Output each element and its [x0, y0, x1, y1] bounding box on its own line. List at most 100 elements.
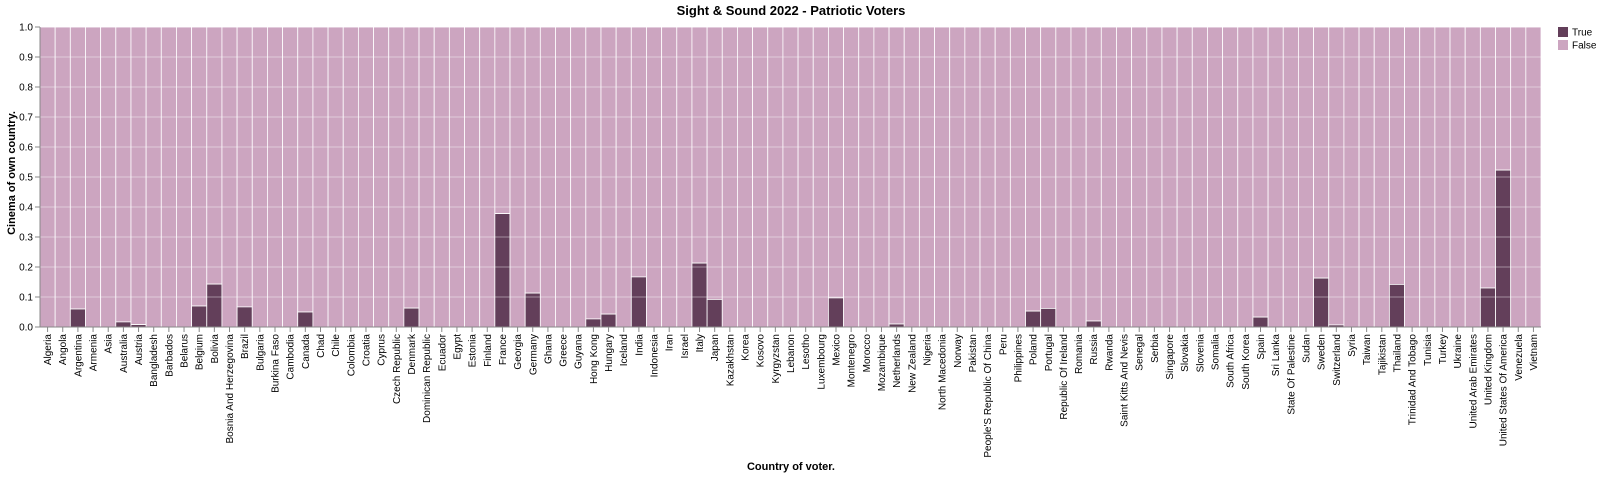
bar-false — [1040, 26, 1057, 309]
y-tick-label: 0.7 — [19, 113, 33, 124]
x-tick-label: Belgium — [195, 334, 206, 370]
y-tick-label: 0.2 — [19, 263, 33, 274]
x-tick-label: Tajikistan — [1377, 334, 1388, 375]
x-tick-label: Russia — [1089, 334, 1100, 365]
x-tick-label: Iceland — [619, 334, 630, 366]
x-tick-label: Singapore — [1165, 334, 1176, 380]
x-tick-label: Italy — [695, 334, 706, 352]
x-tick-label: Indonesia — [650, 334, 661, 378]
x-tick-label: South Africa — [1226, 334, 1237, 388]
x-tick-label: Venezuela — [1514, 334, 1525, 381]
x-tick-label: Hungary — [604, 334, 615, 372]
x-tick-label: Vietnam — [1529, 334, 1540, 371]
bar-true — [1252, 316, 1269, 328]
bar-true — [297, 311, 314, 328]
x-tick-label: Romania — [1074, 334, 1085, 374]
x-tick-label: Netherlands — [892, 334, 903, 388]
x-tick-label: South Korea — [1241, 334, 1252, 390]
bar-true — [1388, 283, 1405, 328]
x-tick-label: State Of Palestine — [1286, 334, 1297, 415]
bar-true — [115, 321, 132, 328]
bar-false — [1313, 26, 1330, 279]
x-tick-label: Ghana — [543, 334, 554, 364]
x-tick-label: Asia — [104, 334, 115, 354]
x-tick-label: Croatia — [361, 334, 372, 367]
bar-false — [191, 26, 208, 307]
x-tick-label: Korea — [741, 334, 752, 361]
x-tick-label: Sweden — [1317, 334, 1328, 370]
x-tick-label: Philippines — [1013, 334, 1024, 382]
x-tick-label: Ukraine — [1453, 334, 1464, 369]
x-tick-label: Pakistan — [968, 334, 979, 372]
y-tick-label: 0.0 — [19, 323, 33, 334]
bar-true — [403, 307, 420, 328]
x-tick-label: Cyprus — [377, 334, 388, 366]
x-tick-label: Hong Kong — [589, 334, 600, 384]
x-tick-label: Algeria — [43, 334, 54, 366]
x-tick-label: Chile — [331, 334, 342, 357]
x-tick-label: United States Of America — [1499, 334, 1510, 447]
x-tick-label: Tunisia — [1423, 334, 1434, 366]
bar-false — [600, 26, 617, 315]
bar-true — [236, 306, 253, 328]
x-tick-label: Guyana — [574, 334, 585, 369]
x-tick-label: Cambodia — [286, 334, 297, 380]
x-tick-label: Dominican Republic — [422, 334, 433, 423]
x-tick-label: Senegal — [1135, 334, 1146, 371]
x-tick-label: Syria — [1347, 334, 1358, 357]
bar-false — [1479, 26, 1496, 289]
bar-true — [585, 318, 602, 328]
bar-false — [1252, 26, 1269, 318]
bar-false — [1388, 26, 1405, 285]
x-tick-label: Germany — [528, 334, 539, 375]
bar-false — [524, 26, 541, 294]
y-tick-label: 0.1 — [19, 293, 33, 304]
bar-true — [828, 297, 844, 328]
x-tick-label: Thailand — [1392, 334, 1403, 372]
plot-area: 0.0 0.1 0.2 0.3 0.4 0.5 0.6 0.7 0.8 0.9 1.0 Algeria… — [19, 23, 1542, 458]
x-tick-label: Colombia — [346, 334, 357, 377]
x-tick-label: Serbia — [1150, 334, 1161, 363]
bar-false — [130, 26, 147, 326]
x-tick-label: Republic Of Ireland — [1059, 334, 1070, 420]
x-tick-label: Mexico — [831, 334, 842, 366]
x-tick-label: France — [498, 334, 509, 366]
legend-swatch-true — [1558, 27, 1568, 37]
bar-false — [494, 26, 511, 215]
x-tick-label: Burkina Faso — [271, 334, 282, 393]
x-tick-label: Czech Republic — [392, 334, 403, 404]
bar-false — [706, 26, 723, 300]
bar-false — [691, 26, 708, 264]
legend-swatch-false — [1558, 40, 1568, 50]
x-tick-label: Norway — [953, 334, 964, 368]
bar-true — [630, 276, 647, 328]
x-tick-label: Austria — [134, 334, 145, 366]
bar-true — [1040, 307, 1057, 328]
x-tick-label: Kyrgyzstan — [771, 334, 782, 383]
x-tick-label: Chad — [316, 334, 327, 358]
x-tick-label: Montenegro — [847, 334, 858, 388]
bar-true — [1085, 320, 1102, 328]
x-tick-label: Lesotho — [801, 334, 812, 370]
x-tick-label: Egypt — [452, 334, 463, 360]
x-tick-label: Luxembourg — [816, 334, 827, 390]
x-tick-label: Peru — [998, 334, 1009, 355]
x-tick-label: Turkey — [1438, 334, 1449, 364]
x-tick-label: Belarus — [180, 334, 191, 368]
bar-false — [1495, 26, 1512, 171]
bar-false — [115, 26, 132, 323]
y-tick-label: 0.5 — [19, 173, 33, 184]
y-tick-label: 0.6 — [19, 143, 33, 154]
bar-true — [1313, 277, 1330, 328]
x-tick-label: Denmark — [407, 333, 418, 375]
bar-true — [206, 283, 223, 328]
y-tick-label: 1.0 — [19, 23, 33, 34]
x-tick-label: Bosnia And Herzegovina — [225, 334, 236, 444]
bar-false — [828, 26, 844, 299]
bar-true — [1495, 169, 1512, 328]
x-tick-label: Japan — [710, 334, 721, 361]
x-tick-label: Armenia — [89, 334, 100, 372]
bar-true — [691, 262, 708, 328]
x-tick-label: Kazakhstan — [725, 334, 736, 386]
